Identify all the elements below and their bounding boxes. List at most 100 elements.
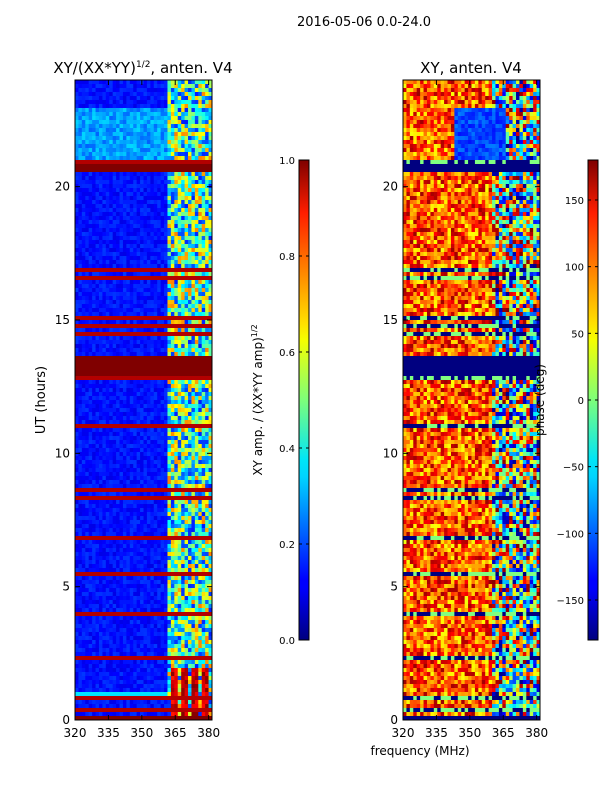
amplitude-cell (122, 404, 127, 409)
amplitude-cell (129, 272, 134, 277)
amplitude-cell (194, 492, 199, 497)
amplitude-cell (191, 564, 196, 569)
amplitude-cell (126, 364, 131, 369)
amplitude-cell (102, 512, 107, 517)
amplitude-cell (153, 540, 158, 545)
amplitude-cell (112, 484, 117, 489)
amplitude-cell (188, 164, 193, 169)
amplitude-cell (140, 456, 145, 461)
amplitude-cell (174, 348, 179, 353)
amplitude-cell (119, 188, 124, 193)
amplitude-cell (170, 192, 175, 197)
amplitude-cell (167, 180, 172, 185)
amplitude-cell (88, 272, 93, 277)
amplitude-cell (133, 392, 138, 397)
amplitude-cell (85, 348, 90, 353)
amplitude-cell (174, 140, 179, 145)
amplitude-cell (191, 192, 196, 197)
amplitude-cell (81, 252, 86, 257)
amplitude-cell (184, 444, 189, 449)
amplitude-cell (95, 532, 100, 537)
amplitude-cell (133, 184, 138, 189)
amplitude-cell (167, 536, 172, 541)
amplitude-cell (194, 356, 199, 361)
amplitude-cell (129, 96, 134, 101)
amplitude-cell (143, 472, 148, 477)
amplitude-cell (164, 568, 169, 573)
amplitude-cell (133, 504, 138, 509)
amplitude-cell (122, 276, 127, 281)
amplitude-cell (136, 184, 141, 189)
amplitude-cell (167, 360, 172, 365)
amplitude-cell (181, 156, 186, 161)
amplitude-cell (112, 452, 117, 457)
amplitude-cell (174, 328, 179, 333)
amplitude-cell (122, 372, 127, 377)
amplitude-cell (78, 572, 83, 577)
amplitude-cell (119, 308, 124, 313)
amplitude-cell (140, 264, 145, 269)
amplitude-cell (167, 380, 172, 385)
amplitude-cell (122, 440, 127, 445)
amplitude-cell (102, 164, 107, 169)
amplitude-cell (153, 172, 158, 177)
amplitude-cell (194, 252, 199, 257)
amplitude-cell (81, 520, 86, 525)
amplitude-cell (88, 340, 93, 345)
amplitude-cell (78, 384, 83, 389)
amplitude-cell (75, 200, 80, 205)
amplitude-cell (133, 104, 138, 109)
amplitude-cell (153, 272, 158, 277)
amplitude-cell (150, 340, 155, 345)
amplitude-cell (188, 424, 193, 429)
amplitude-cell (208, 176, 212, 181)
amplitude-cell (95, 248, 100, 253)
amplitude-cell (205, 180, 210, 185)
amplitude-cell (140, 112, 145, 117)
amplitude-cell (201, 224, 206, 229)
amplitude-cell (201, 272, 206, 277)
amplitude-cell (126, 472, 131, 477)
amplitude-cell (208, 340, 212, 345)
amplitude-cell (75, 276, 80, 281)
amplitude-cell (122, 360, 127, 365)
amplitude-cell (177, 164, 182, 169)
amplitude-cell (126, 536, 131, 541)
amplitude-cell (122, 216, 127, 221)
amplitude-cell (98, 352, 103, 357)
amplitude-cell (102, 492, 107, 497)
amplitude-cell (205, 544, 210, 549)
amplitude-cell (157, 392, 162, 397)
amplitude-cell (109, 524, 114, 529)
amplitude-cell (205, 552, 210, 557)
amplitude-cell (81, 228, 86, 233)
amplitude-cell (126, 388, 131, 393)
amplitude-cell (198, 352, 203, 357)
amplitude-cell (198, 516, 203, 521)
amplitude-cell (167, 484, 172, 489)
amplitude-cell (98, 464, 103, 469)
amplitude-cell (188, 392, 193, 397)
amplitude-cell (105, 100, 110, 105)
amplitude-cell (119, 472, 124, 477)
amplitude-cell (102, 116, 107, 121)
amplitude-cell (194, 236, 199, 241)
amplitude-cell (98, 120, 103, 125)
amplitude-cell (205, 344, 210, 349)
amplitude-cell (198, 96, 203, 101)
amplitude-cell (78, 276, 83, 281)
amplitude-cell (198, 528, 203, 533)
amplitude-cell (150, 104, 155, 109)
amplitude-cell (98, 144, 103, 149)
amplitude-cell (92, 280, 97, 285)
amplitude-cell (170, 500, 175, 505)
amplitude-cell (92, 344, 97, 349)
amplitude-cell (133, 92, 138, 97)
amplitude-cell (116, 540, 121, 545)
amplitude-cell (136, 532, 141, 537)
amplitude-cell (198, 324, 203, 329)
amplitude-cell (143, 128, 148, 133)
amplitude-cell (122, 172, 127, 177)
amplitude-cell (133, 552, 138, 557)
